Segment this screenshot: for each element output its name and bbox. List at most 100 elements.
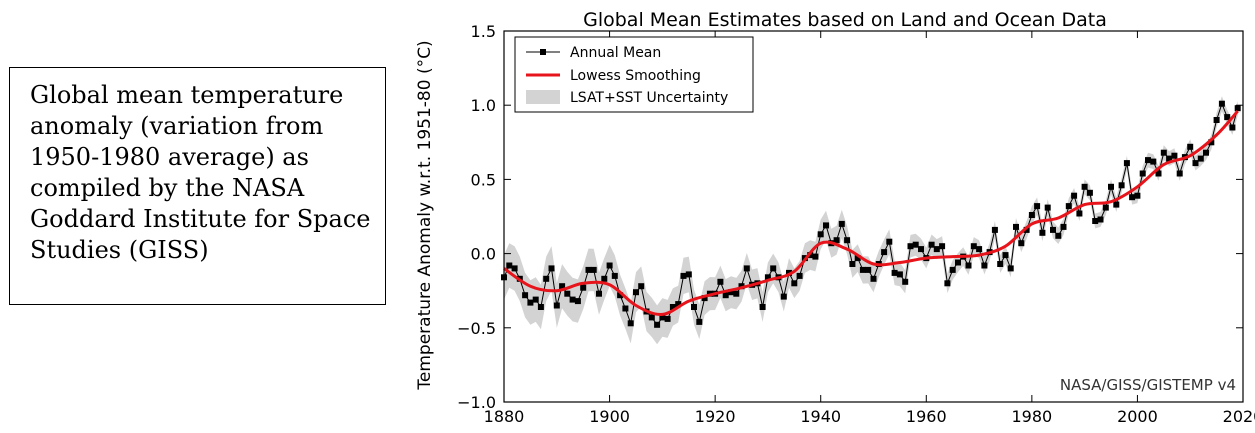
lowess-smoothing-line: [503, 110, 1239, 316]
annual-mean-point: [1034, 203, 1041, 210]
annual-mean-point: [1044, 204, 1051, 211]
annual-mean-point: [701, 295, 708, 302]
y-tick-label: 0.0: [471, 245, 496, 264]
x-tick-label: 1920: [695, 407, 736, 426]
annual-mean-point: [796, 272, 803, 279]
annual-mean-point: [1229, 124, 1236, 131]
annual-mean-point: [849, 261, 856, 267]
annual-mean-point: [1013, 223, 1019, 230]
annual-mean-point: [733, 290, 740, 297]
annual-mean-point: [1134, 192, 1141, 199]
annual-mean-point: [1234, 105, 1241, 112]
x-tick-label: 1880: [484, 407, 525, 426]
annual-mean-point: [1113, 201, 1120, 208]
annual-mean-point: [664, 315, 671, 322]
annual-mean-point: [997, 261, 1004, 267]
annual-mean-point: [1071, 192, 1078, 199]
annual-mean-point: [870, 275, 877, 282]
annual-mean-point: [912, 241, 919, 248]
plot-frame: [503, 30, 1244, 403]
annual-mean-point: [1166, 155, 1173, 162]
annual-mean-point: [564, 290, 571, 297]
annual-mean-point: [1160, 149, 1167, 156]
annual-mean-point: [1129, 194, 1136, 201]
annual-mean-point: [791, 280, 798, 287]
annual-mean-point: [1023, 226, 1030, 233]
annual-mean-point: [1118, 182, 1125, 189]
annual-mean-point: [1102, 204, 1109, 211]
annual-mean-point: [506, 262, 513, 269]
annual-mean-point: [1065, 203, 1072, 210]
lowess-layer: [503, 110, 1239, 316]
annual-mean-point: [511, 265, 518, 272]
y-tick-label: 1.5: [471, 22, 496, 41]
annual-mean-point: [722, 292, 729, 299]
annual-mean-point: [1197, 155, 1204, 162]
y-axis-ticks: −1.0 −0.5 0.0 0.5 1.0 1.5: [457, 22, 1243, 412]
x-tick-label: 1900: [589, 407, 630, 426]
annual-mean-point: [1224, 114, 1231, 121]
temperature-anomaly-chart: Global Mean Estimates based on Land and …: [415, 9, 1255, 426]
y-axis-label: Temperature Anomaly w.r.t. 1951-80 (°C): [415, 40, 435, 390]
annual-mean-point: [833, 237, 840, 244]
legend-annual-marker: [540, 49, 546, 55]
annual-mean-point: [590, 266, 597, 273]
annual-mean-point: [1060, 223, 1067, 230]
annual-mean-point: [728, 289, 734, 296]
legend-annual-label: Annual Mean: [570, 45, 661, 61]
annual-mean-point: [1039, 229, 1046, 236]
chart-title: Global Mean Estimates based on Land and …: [583, 9, 1107, 31]
caption-text: Global mean temperature anomaly (variati…: [30, 81, 371, 264]
annual-mean-point: [717, 278, 724, 285]
legend-lowess-label: Lowess Smoothing: [570, 68, 701, 84]
annual-mean-layer: [501, 100, 1241, 328]
annual-mean-point: [596, 290, 602, 297]
annual-mean-point: [1203, 149, 1209, 156]
annual-mean-point: [928, 241, 935, 248]
annual-mean-point: [886, 238, 893, 245]
y-tick-label: −1.0: [457, 393, 496, 412]
annual-mean-point: [696, 318, 703, 325]
annual-mean-point: [522, 292, 529, 299]
annual-mean-point: [601, 275, 608, 282]
annual-mean-point: [991, 226, 998, 233]
annual-mean-point: [812, 253, 819, 260]
annual-mean-point: [918, 246, 924, 253]
annual-mean-point: [680, 272, 687, 279]
annual-mean-point: [1187, 143, 1194, 150]
y-tick-label: −0.5: [457, 319, 496, 338]
uncertainty-band-layer: [504, 96, 1238, 345]
annual-mean-point: [970, 243, 977, 250]
annual-mean-point: [881, 249, 888, 256]
annual-mean-point: [1055, 232, 1062, 239]
annual-mean-point: [1123, 160, 1130, 167]
annual-mean-point: [865, 266, 872, 273]
annual-mean-point: [1050, 226, 1056, 233]
legend: Annual Mean Lowess Smoothing LSAT+SST Un…: [514, 36, 754, 113]
x-tick-label: 2020: [1223, 407, 1255, 426]
annual-mean-point: [585, 266, 592, 273]
annual-mean-point: [907, 243, 914, 250]
annual-mean-point: [743, 265, 750, 272]
annual-mean-point: [859, 266, 866, 273]
annual-mean-point: [638, 283, 645, 290]
annual-mean-point: [981, 262, 988, 269]
legend-band-swatch: [526, 90, 560, 104]
annual-mean-point: [976, 246, 983, 253]
annual-mean-point: [939, 243, 946, 250]
annual-mean-point: [823, 222, 829, 229]
source-annotation: NASA/GISS/GISTEMP v4: [1060, 376, 1236, 394]
legend-band-label: LSAT+SST Uncertainty: [570, 90, 728, 106]
annual-mean-point: [944, 280, 951, 287]
annual-mean-point: [675, 301, 682, 308]
x-tick-label: 1960: [906, 407, 947, 426]
annual-mean-point: [611, 272, 618, 279]
annual-mean-point: [627, 320, 634, 327]
annual-mean-point: [527, 299, 534, 306]
annual-mean-point: [1139, 170, 1146, 177]
annual-mean-point: [659, 314, 666, 321]
annual-mean-point: [574, 298, 581, 305]
annual-mean-point: [691, 304, 697, 310]
annual-mean-point: [1171, 152, 1178, 159]
annual-mean-point: [854, 255, 861, 262]
